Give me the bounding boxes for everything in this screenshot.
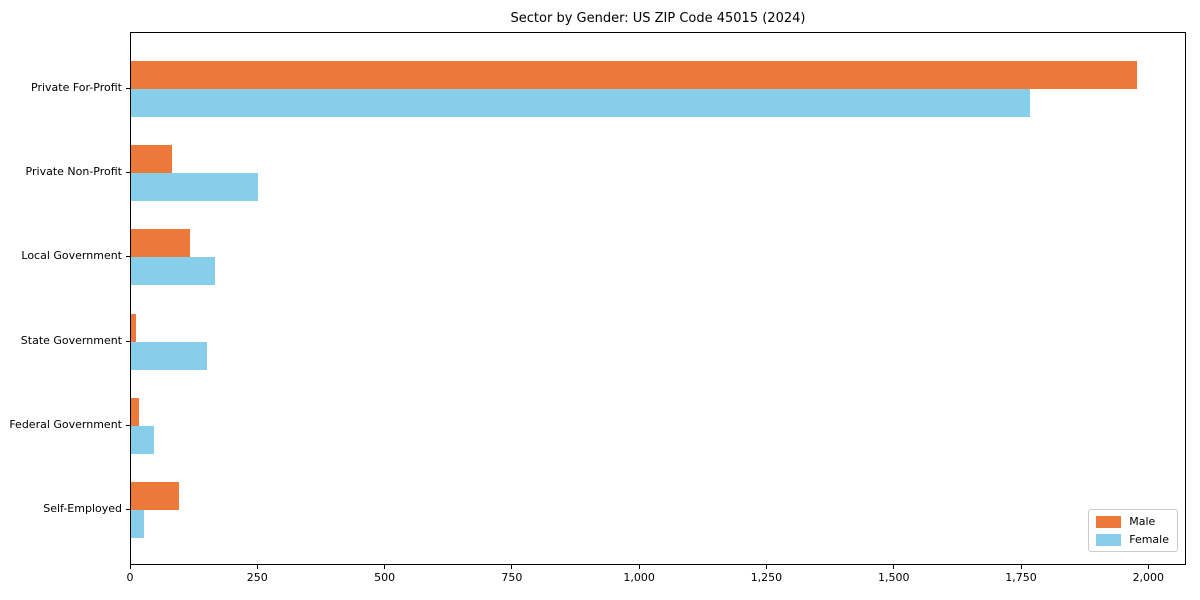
legend-item-female: Female xyxy=(1096,533,1169,546)
y-tick-label: Local Government xyxy=(21,249,122,263)
bar-female-state-government xyxy=(131,341,208,370)
x-tick-label: 2,000 xyxy=(1132,571,1165,584)
y-tick-label: Private For-Profit xyxy=(31,81,122,94)
bar-male-private-non-profit xyxy=(131,145,172,174)
x-tick-mark xyxy=(511,565,513,569)
x-tick-mark xyxy=(384,565,386,569)
bar-male-self-employed xyxy=(131,482,180,510)
x-tick-mark xyxy=(1020,565,1022,569)
y-tick-mark xyxy=(126,509,130,510)
x-tick-label: 0 xyxy=(126,571,134,584)
x-tick-label: 1,750 xyxy=(1005,571,1037,584)
x-tick-label: 250 xyxy=(246,571,268,584)
bar-female-private-for-profit xyxy=(131,89,1030,117)
x-tick-mark xyxy=(638,565,640,569)
y-tick-label: Private Non-Profit xyxy=(25,165,122,179)
legend-swatch-male xyxy=(1096,515,1122,528)
bar-female-local-government xyxy=(131,257,215,286)
x-tick-mark xyxy=(765,565,767,569)
legend-item-male: Male xyxy=(1096,515,1169,528)
bar-female-private-non-profit xyxy=(131,173,259,202)
bar-male-local-government xyxy=(131,229,190,258)
y-tick-mark xyxy=(126,424,130,426)
legend-label: Female xyxy=(1129,533,1169,546)
x-tick-label: 1,000 xyxy=(623,571,655,584)
y-tick-mark xyxy=(126,256,130,258)
y-tick-label: Self-Employed xyxy=(43,502,122,515)
x-tick-mark xyxy=(1147,565,1149,569)
legend-swatch-female xyxy=(1096,533,1122,546)
y-tick-mark xyxy=(126,340,130,342)
x-tick-mark xyxy=(893,565,895,569)
x-tick-label: 1,250 xyxy=(750,571,783,584)
x-tick-label: 500 xyxy=(374,571,396,584)
plot-area: Male Female xyxy=(130,32,1186,565)
chart-title: Sector by Gender: US ZIP Code 45015 (202… xyxy=(510,11,806,26)
legend-label: Male xyxy=(1129,515,1156,528)
x-tick-label: 1,500 xyxy=(877,571,910,584)
y-tick-mark xyxy=(126,172,130,174)
bar-male-federal-government xyxy=(131,397,139,426)
y-tick-label: Federal Government xyxy=(9,417,122,431)
y-tick-mark xyxy=(126,88,130,89)
bar-female-self-employed xyxy=(131,510,144,538)
bar-male-state-government xyxy=(131,313,137,342)
x-tick-label: 750 xyxy=(501,571,523,584)
bar-male-private-for-profit xyxy=(131,61,1137,89)
x-tick-mark xyxy=(256,565,258,569)
x-tick-mark xyxy=(129,565,131,569)
legend: Male Female xyxy=(1088,509,1178,552)
bar-female-federal-government xyxy=(131,425,154,454)
y-tick-label: State Government xyxy=(20,333,122,347)
